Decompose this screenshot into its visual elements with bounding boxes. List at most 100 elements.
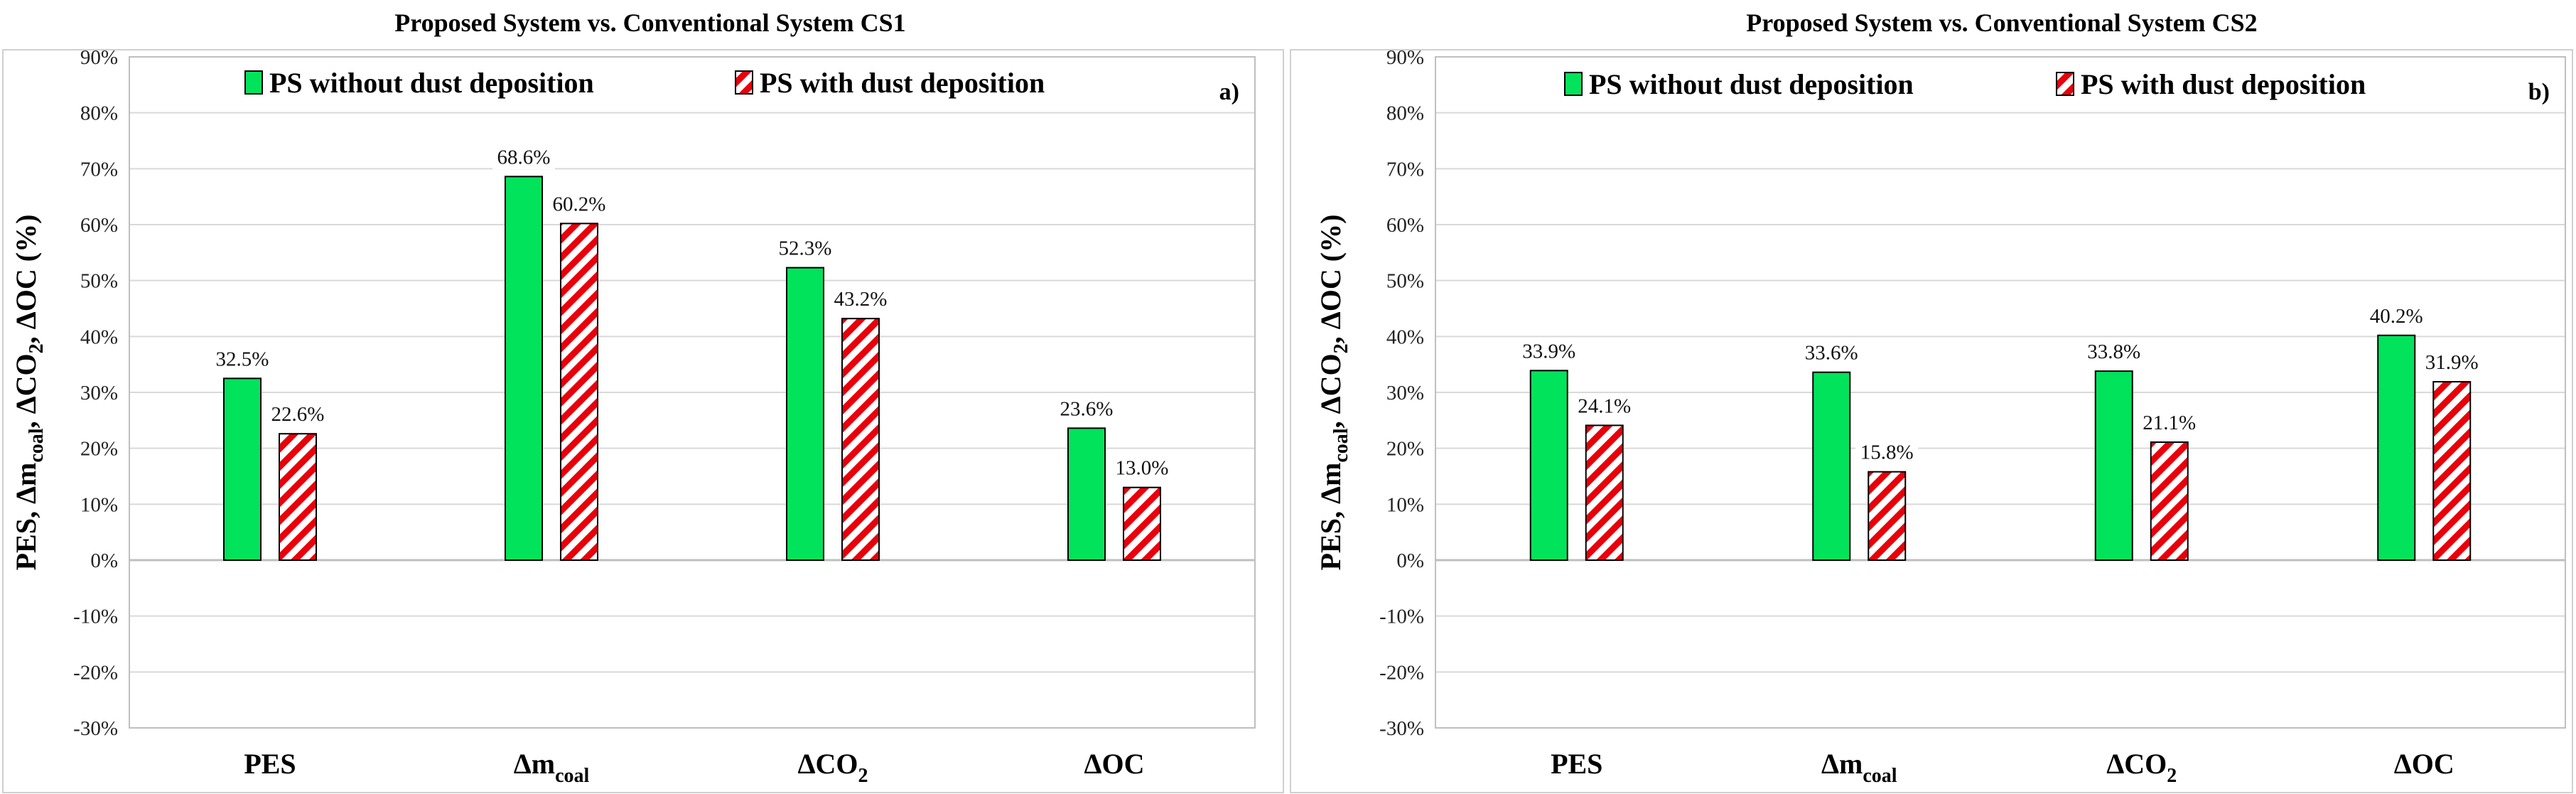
y-tick-label: 20%: [1386, 438, 1424, 461]
bar-without-dust: [505, 176, 543, 561]
data-label: 23.6%: [1060, 397, 1114, 420]
y-tick-label: 80%: [1386, 102, 1424, 125]
y-axis-label: PES, Δmcoal, ΔCO2, ΔOC (%): [1315, 215, 1352, 571]
legend-swatch-hatched: [735, 70, 753, 95]
chart-svg: Proposed System vs. Conventional System …: [1290, 9, 2573, 793]
bar-with-dust: [560, 222, 598, 561]
data-label: 52.3%: [779, 237, 832, 260]
category-label: ΔCO2: [797, 748, 868, 787]
legend-swatch-green: [1564, 72, 1583, 96]
bar-without-dust: [2377, 334, 2416, 561]
y-tick-label: 70%: [80, 158, 118, 181]
data-label: 33.8%: [2087, 340, 2140, 363]
y-tick-label: 0%: [90, 549, 118, 572]
bar-without-dust: [1529, 370, 1568, 561]
y-tick-label: -20%: [1379, 661, 1424, 684]
category-label: ΔCO2: [2106, 748, 2177, 787]
y-tick-label: 0%: [1396, 549, 1424, 572]
bar-with-dust: [1123, 486, 1161, 562]
data-label-bg: [829, 287, 892, 312]
y-axis-label: PES, Δmcoal, ΔCO2, ΔOC (%): [10, 215, 48, 571]
data-label: 32.5%: [216, 348, 269, 370]
legend: PS without dust deposition PS with dust d…: [1564, 68, 2366, 100]
legend: PS without dust deposition PS with dust d…: [244, 67, 1045, 99]
y-tick-label: -10%: [73, 606, 118, 628]
y-tick-label: 40%: [80, 326, 118, 348]
data-label: 33.9%: [1522, 340, 1575, 363]
y-tick-label: -30%: [73, 717, 118, 740]
legend-swatch-hatched: [2056, 72, 2074, 96]
data-label-bg: [1573, 394, 1636, 419]
data-label-bg: [2138, 411, 2201, 436]
data-label: 68.6%: [497, 146, 551, 168]
data-label-bg: [1855, 440, 1919, 465]
y-tick-label: 50%: [80, 270, 118, 293]
y-tick-label: 10%: [80, 493, 118, 516]
y-tick-label: 30%: [80, 382, 118, 404]
bar-with-dust: [2432, 381, 2472, 562]
data-label-bg: [2082, 340, 2145, 365]
bar-with-dust: [2150, 441, 2189, 561]
legend-label: PS without dust deposition: [269, 67, 594, 99]
data-label-bg: [2420, 350, 2484, 375]
data-label: 21.1%: [2143, 412, 2196, 434]
y-tick-label: 60%: [1386, 214, 1424, 237]
y-tick-label: 60%: [80, 214, 118, 237]
bar-with-dust: [1868, 471, 1907, 561]
legend-label: PS without dust deposition: [1589, 68, 1914, 100]
chart-svg: Proposed System vs. Conventional System …: [2, 9, 1284, 793]
y-tick-label: 10%: [1386, 493, 1424, 516]
data-label: 43.2%: [834, 288, 888, 311]
data-label-bg: [492, 145, 555, 170]
y-tick-label: 50%: [1386, 270, 1424, 293]
chart-panel-a: Proposed System vs. Conventional System …: [2, 9, 1284, 793]
data-label: 13.0%: [1116, 457, 1169, 480]
y-tick-label: -30%: [1379, 717, 1424, 740]
data-label: 33.6%: [1805, 342, 1858, 365]
data-label-bg: [548, 192, 610, 217]
data-label-bg: [774, 236, 836, 261]
data-label: 60.2%: [553, 193, 606, 215]
bar-without-dust: [786, 267, 824, 561]
y-tick-label: 30%: [1386, 382, 1424, 404]
data-label-bg: [1111, 456, 1173, 481]
bar-without-dust: [1812, 371, 1851, 561]
y-tick-label: -20%: [73, 661, 118, 684]
legend-label: PS with dust deposition: [760, 67, 1045, 99]
category-label: PES: [1551, 748, 1602, 780]
bar-with-dust: [1585, 424, 1624, 561]
panel-label: b): [2528, 79, 2550, 105]
plot-area-frame: [129, 56, 1256, 729]
chart-title: Proposed System vs. Conventional System …: [394, 9, 905, 37]
data-label-bg: [266, 402, 329, 427]
bar-with-dust: [841, 318, 880, 561]
data-label: 40.2%: [2370, 305, 2423, 328]
panel-label: a): [1219, 79, 1239, 105]
bar-with-dust: [279, 433, 317, 561]
legend-swatch-green: [244, 70, 263, 95]
data-label: 15.8%: [1860, 441, 1914, 464]
chart-border: [1290, 49, 2573, 793]
data-label-bg: [1800, 340, 1863, 365]
category-label: PES: [244, 748, 296, 780]
data-label: 31.9%: [2425, 351, 2479, 374]
y-tick-label: 40%: [1386, 326, 1424, 348]
category-label: ΔOC: [1084, 748, 1144, 780]
y-tick-label: 70%: [1386, 158, 1424, 181]
chart-panel-b: Proposed System vs. Conventional System …: [1288, 0, 2576, 794]
data-label-bg: [211, 347, 274, 372]
chart-border: [2, 49, 1284, 793]
data-label: 22.6%: [271, 403, 325, 426]
data-label: 24.1%: [1578, 395, 1631, 417]
category-label: ΔOC: [2394, 748, 2454, 780]
chart-title: Proposed System vs. Conventional System …: [1746, 9, 2257, 37]
y-tick-label: -10%: [1379, 606, 1424, 628]
bar-without-dust: [1067, 427, 1106, 562]
data-label-bg: [2365, 304, 2428, 328]
category-label: Δmcoal: [514, 748, 590, 787]
bar-without-dust: [2094, 370, 2133, 562]
data-label-bg: [1517, 339, 1580, 364]
legend-label: PS with dust deposition: [2081, 68, 2366, 100]
bar-without-dust: [223, 377, 262, 561]
y-tick-label: 20%: [80, 438, 118, 461]
